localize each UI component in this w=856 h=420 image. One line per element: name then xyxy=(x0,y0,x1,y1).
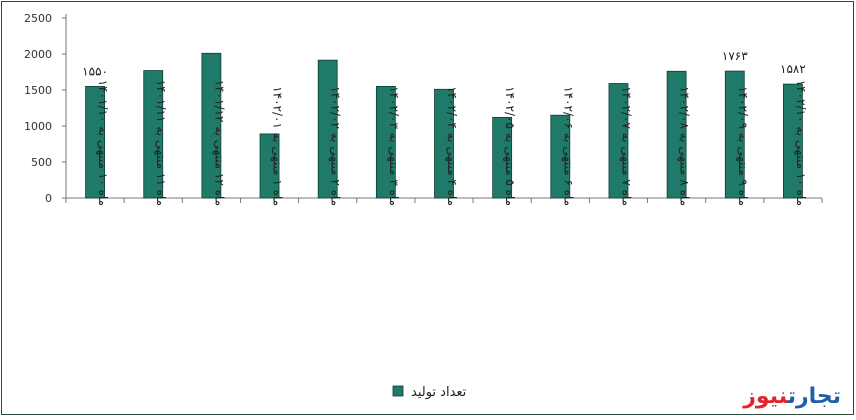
data-label: ۱۷۶۳ xyxy=(722,49,748,63)
bar xyxy=(317,59,338,199)
bar xyxy=(550,114,571,199)
brand-logo: تجارتنیوز xyxy=(743,384,841,410)
category-label: ماه ۵ منتهی به ۱۴۰۲/۰۵ xyxy=(503,86,517,206)
category-label: ماه ۱۰ منتهی به ۱۴۰۱/۱۰ xyxy=(96,80,110,206)
category-label: ماه ۹ منتهی به ۱۴۰۲/۰۹ xyxy=(736,86,750,206)
bar xyxy=(85,86,105,199)
bar xyxy=(666,70,687,199)
data-label: ۱۵۵۰ xyxy=(82,64,108,78)
bar xyxy=(783,83,803,199)
bar xyxy=(143,70,164,199)
category-label: ماه ۱۰ منتهی به ۱۴۰۲/۱۰ xyxy=(794,80,808,206)
category-label: ماه ۲ منتهی به ۱۴۰۲/۰۲ xyxy=(329,86,343,206)
brand-logo-part2: نیوز xyxy=(743,384,788,409)
y-tick-label: 2000 xyxy=(24,48,52,61)
category-label: ماه ۷ منتهی به ۱۴۰۲/۰۷ xyxy=(619,86,633,206)
y-tick-label: 0 xyxy=(45,192,52,205)
y-tick-label: 1000 xyxy=(24,120,52,133)
x-axis xyxy=(65,197,823,203)
bar xyxy=(608,83,629,199)
y-tick-label: 500 xyxy=(31,156,52,169)
bar xyxy=(434,88,454,199)
category-label: ماه ۶ منتهی به ۱۴۰۲/۰۶ xyxy=(561,86,575,206)
bars xyxy=(85,52,803,199)
y-tick-label: 2500 xyxy=(24,12,52,25)
category-labels: ماه ۱۰ منتهی به ۱۴۰۱/۱۰ ماه ۱۱ منتهی به ۱… xyxy=(96,80,808,206)
category-label: ماه ۴ منتهی به ۱۴۰۲/۰۴ xyxy=(445,86,459,206)
category-label: ماه ۳ منتهی به ۱۴۰۲/۰۳ xyxy=(387,86,401,206)
bar xyxy=(492,116,513,199)
data-labels: ۱۵۵۰ ۱۷۶۳ ۱۵۸۲ xyxy=(82,49,806,78)
y-axis: 0 500 1000 1500 2000 2500 xyxy=(24,12,67,205)
bar xyxy=(724,70,745,199)
category-label: ماه ۸ منتهی به ۱۴۰۲/۰۸ xyxy=(678,86,692,206)
legend: تعداد تولید xyxy=(392,385,467,400)
legend-label: تعداد تولید xyxy=(411,385,467,400)
bar xyxy=(259,133,280,199)
brand-logo-part1: تجارت xyxy=(787,384,841,409)
data-label: ۱۵۸۲ xyxy=(780,62,806,76)
bar xyxy=(375,86,396,199)
category-label: ماه ۱ منتهی به ۱۴۰۲/۰۱ xyxy=(271,86,285,206)
category-label: ماه ۱۱ منتهی به ۱۴۰۱/۱۱ xyxy=(154,80,168,206)
category-label: ماه ۱۲ منتهی به ۱۴۰۱/۱۲ xyxy=(212,80,226,206)
y-tick-label: 1500 xyxy=(24,84,52,97)
bar xyxy=(201,52,222,199)
legend-swatch xyxy=(392,385,404,397)
